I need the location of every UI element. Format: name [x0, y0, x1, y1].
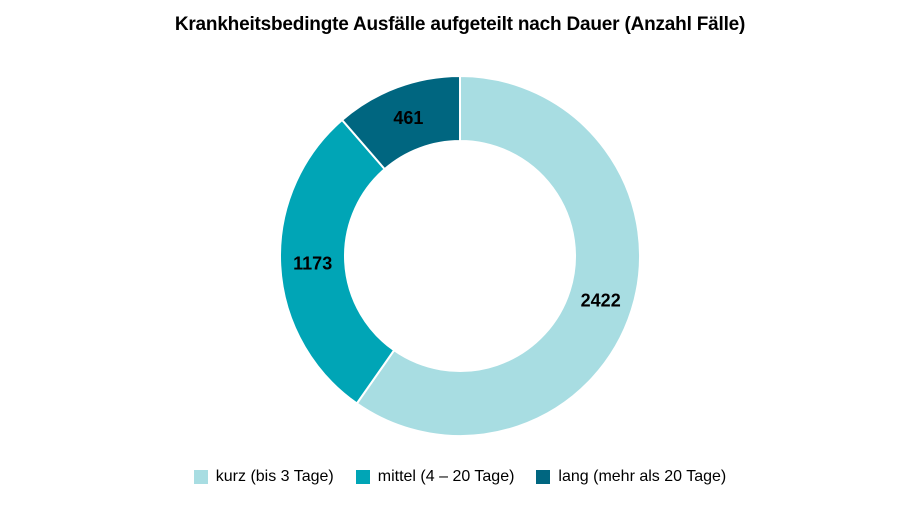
legend-label-kurz: kurz (bis 3 Tage)	[215, 468, 334, 485]
data-label-lang: 461	[393, 108, 423, 128]
slice-mittel	[279, 118, 396, 405]
legend-item-mittel: mittel (4 – 20 Tage)	[355, 468, 515, 486]
legend-swatch-lang	[536, 470, 551, 484]
legend-label-mittel: mittel (4 – 20 Tage)	[377, 468, 515, 485]
legend-swatch-kurz	[193, 470, 208, 484]
legend-item-lang: lang (mehr als 20 Tage)	[536, 468, 726, 486]
slice-kurz	[355, 74, 641, 437]
data-label-kurz: 2422	[581, 290, 621, 310]
legend-swatch-mittel	[355, 470, 370, 484]
data-label-mittel: 1173	[293, 254, 332, 274]
legend-label-lang: lang (mehr als 20 Tage)	[558, 468, 727, 485]
slice-lang	[340, 74, 461, 171]
legend: kurz (bis 3 Tage) mittel (4 – 20 Tage) l…	[0, 468, 920, 486]
legend-item-kurz: kurz (bis 3 Tage)	[193, 468, 334, 486]
chart-title: Krankheitsbedingte Ausfälle aufgeteilt n…	[174, 14, 746, 35]
